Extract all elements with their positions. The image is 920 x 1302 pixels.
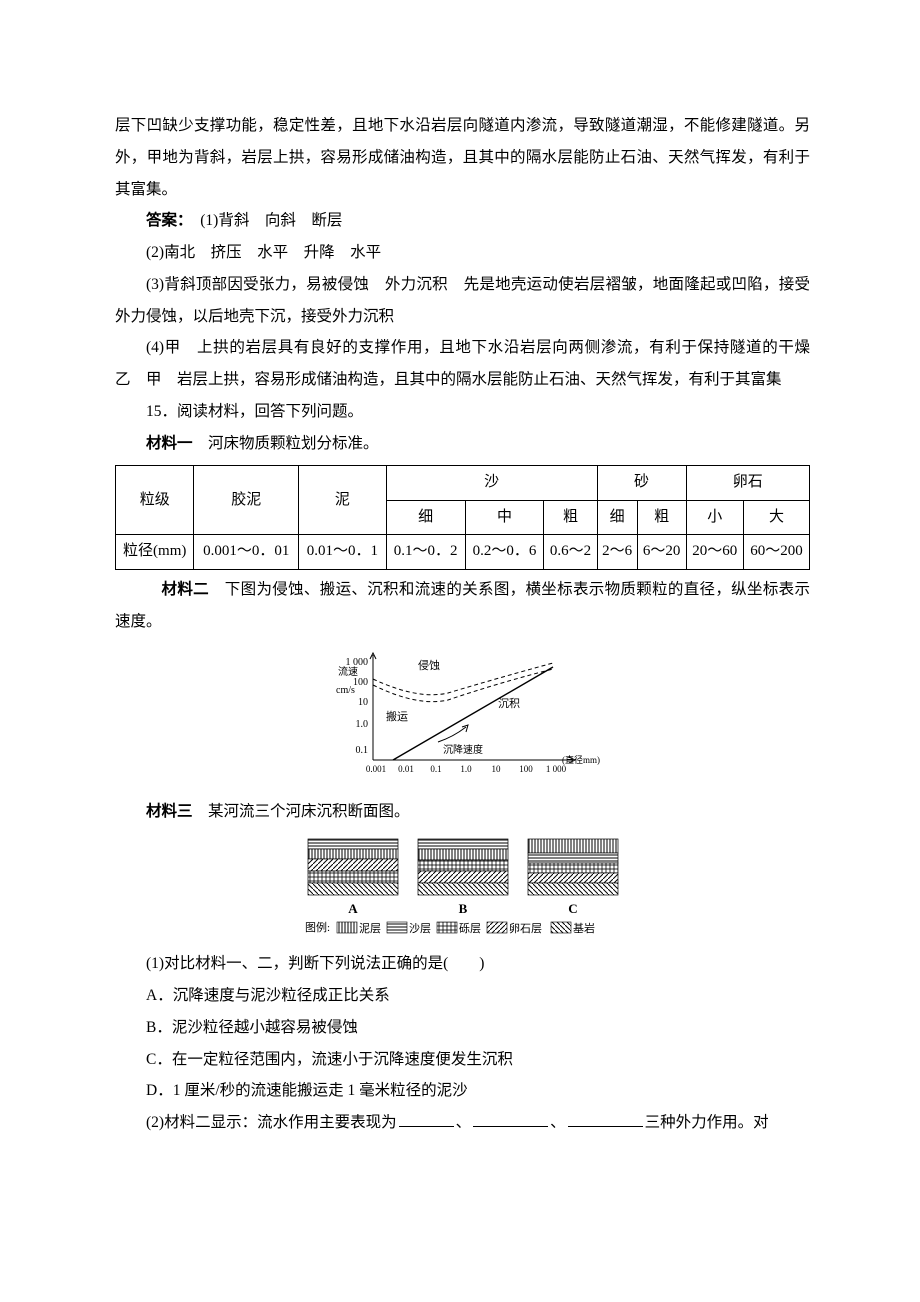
mat3-text: 某河流三个河床沉积断面图。 (193, 803, 410, 820)
th-sand-xi: 细 (597, 500, 637, 535)
answer-2: (2)南北 挤压 水平 升降 水平 (115, 237, 810, 269)
xtick-6: 1 000 (545, 764, 566, 774)
th-luanshi: 卵石 (686, 466, 809, 501)
chart-svg: 1 000 100 10 1.0 0.1 流速 cm/s 0.001 0.01 … (318, 645, 608, 790)
ytick-1: 100 (353, 677, 368, 688)
legend-luan: 卵石层 (509, 922, 542, 935)
th-sha: 沙 (386, 466, 597, 501)
q15-1-opt-c: C．在一定粒径范围内，流速小于沉降速度便发生沉积 (115, 1044, 810, 1076)
cross-sections: A B C 图例: (115, 834, 810, 944)
answer-1: (1)背斜 向斜 断层 (185, 212, 343, 229)
legend-li: 砾层 (459, 922, 481, 935)
xtick-4: 10 (491, 764, 501, 774)
legend-sha: 沙层 (409, 922, 431, 935)
sections-svg: A B C 图例: (283, 834, 643, 944)
mat2-text: 下图为侵蚀、搬运、沉积和流速的关系图，横坐标表示物质颗粒的直径，纵坐标表示速度。 (115, 581, 810, 630)
th-size: 粒径(mm) (116, 535, 194, 570)
th-sha-cu: 粗 (544, 500, 597, 535)
v-sha-zhong: 0.2～0．6 (465, 535, 544, 570)
xtick-0: 0.001 (365, 764, 385, 774)
arrow-label: 沉降速度 (443, 743, 483, 756)
v-jiaoni: 0.001～0．01 (194, 535, 299, 570)
v-sha-xi: 0.1～0．2 (386, 535, 465, 570)
th-grade: 粒级 (116, 466, 194, 535)
v-luan-da: 60～200 (743, 535, 809, 570)
q15-2-post: 三种外力作用。对 (645, 1114, 769, 1131)
q15-2: (2)材料二显示：流水作用主要表现为 、 、 三种外力作用。对 (115, 1107, 810, 1139)
material-3: 材料三 某河流三个河床沉积断面图。 (115, 796, 810, 828)
intro-para: 层下凹缺少支撑功能，稳定性差，且地下水沿岩层向隧道内渗流，导致隧道潮湿，不能修建… (115, 110, 810, 205)
th-luan-xiao: 小 (686, 500, 743, 535)
q15-1-opt-d: D．1 厘米/秒的流速能搬运走 1 毫米粒径的泥沙 (115, 1075, 810, 1107)
sep-1: 、 (456, 1114, 472, 1131)
mat3-label: 材料三 (146, 803, 193, 820)
v-sand-cu: 6～20 (637, 535, 686, 570)
ytick-2: 10 (358, 697, 368, 708)
q15-2-pre: (2)材料二显示：流水作用主要表现为 (146, 1114, 397, 1131)
legend-ji: 基岩 (573, 921, 595, 935)
blank-3 (568, 1111, 643, 1128)
v-ni: 0.01～0．1 (299, 535, 387, 570)
th-jiaoni: 胶泥 (194, 466, 299, 535)
label-erode: 侵蚀 (418, 658, 440, 672)
xtick-5: 100 (519, 764, 533, 774)
mat2-label: 材料二 (162, 581, 209, 598)
answer-4: (4)甲 上拱的岩层具有良好的支撑作用，且地下水沿岩层向两侧渗流，有利于保持隧道… (115, 332, 810, 396)
material-1: 材料一 河床物质颗粒划分标准。 (115, 428, 810, 460)
blank-2 (473, 1111, 548, 1128)
q15-1-stem: (1)对比材料一、二，判断下列说法正确的是( ) (115, 948, 810, 980)
xtick-2: 0.1 (430, 764, 441, 774)
hjulstrom-chart: 1 000 100 10 1.0 0.1 流速 cm/s 0.001 0.01 … (115, 645, 810, 790)
answer-3: (3)背斜顶部因受张力，易被侵蚀 外力沉积 先是地壳运动使岩层褶皱，地面隆起或凹… (115, 269, 810, 333)
ylabel-0: 流速 (338, 665, 358, 678)
mat1-label: 材料一 (146, 435, 193, 452)
q15-stem: 15．阅读材料，回答下列问题。 (115, 396, 810, 428)
answer-label: 答案： (146, 212, 185, 229)
label-deposit: 沉积 (498, 697, 520, 710)
ylabel-1: cm/s (336, 685, 355, 696)
q15-1-opt-b: B．泥沙粒径越小越容易被侵蚀 (115, 1012, 810, 1044)
th-sand: 砂 (597, 466, 686, 501)
v-sand-xi: 2～6 (597, 535, 637, 570)
v-luan-xiao: 20～60 (686, 535, 743, 570)
label-transport: 搬运 (386, 709, 408, 723)
q15-1-opt-a: A．沉降速度与泥沙粒径成正比关系 (115, 980, 810, 1012)
grain-table: 粒级 胶泥 泥 沙 砂 卵石 细 中 粗 细 粗 小 大 粒径(mm) 0.00… (115, 465, 810, 570)
th-luan-da: 大 (743, 500, 809, 535)
x-axis-label: (直径mm) (562, 754, 600, 765)
document-page: 层下凹缺少支撑功能，稳定性差，且地下水沿岩层向隧道内渗流，导致隧道潮湿，不能修建… (0, 0, 920, 1302)
sep-2: 、 (550, 1114, 566, 1131)
ytick-3: 1.0 (355, 719, 368, 730)
mat1-text: 河床物质颗粒划分标准。 (193, 435, 379, 452)
legend-prefix: 图例: (305, 920, 330, 934)
blank-1 (399, 1111, 454, 1128)
section-label-b: B (458, 901, 467, 916)
v-sha-cu: 0.6～2 (544, 535, 597, 570)
legend-ni: 泥层 (359, 922, 381, 935)
ytick-4: 0.1 (355, 745, 368, 756)
xtick-1: 0.01 (398, 764, 414, 774)
section-label-a: A (348, 901, 358, 916)
th-ni: 泥 (299, 466, 387, 535)
material-2: 材料二 下图为侵蚀、搬运、沉积和流速的关系图，横坐标表示物质颗粒的直径，纵坐标表… (115, 574, 810, 638)
section-label-c: C (568, 901, 577, 916)
th-sand-cu: 粗 (637, 500, 686, 535)
xtick-3: 1.0 (460, 764, 472, 774)
th-sha-zhong: 中 (465, 500, 544, 535)
th-sha-xi: 细 (386, 500, 465, 535)
answer-block-1: 答案： (1)背斜 向斜 断层 (115, 205, 810, 237)
